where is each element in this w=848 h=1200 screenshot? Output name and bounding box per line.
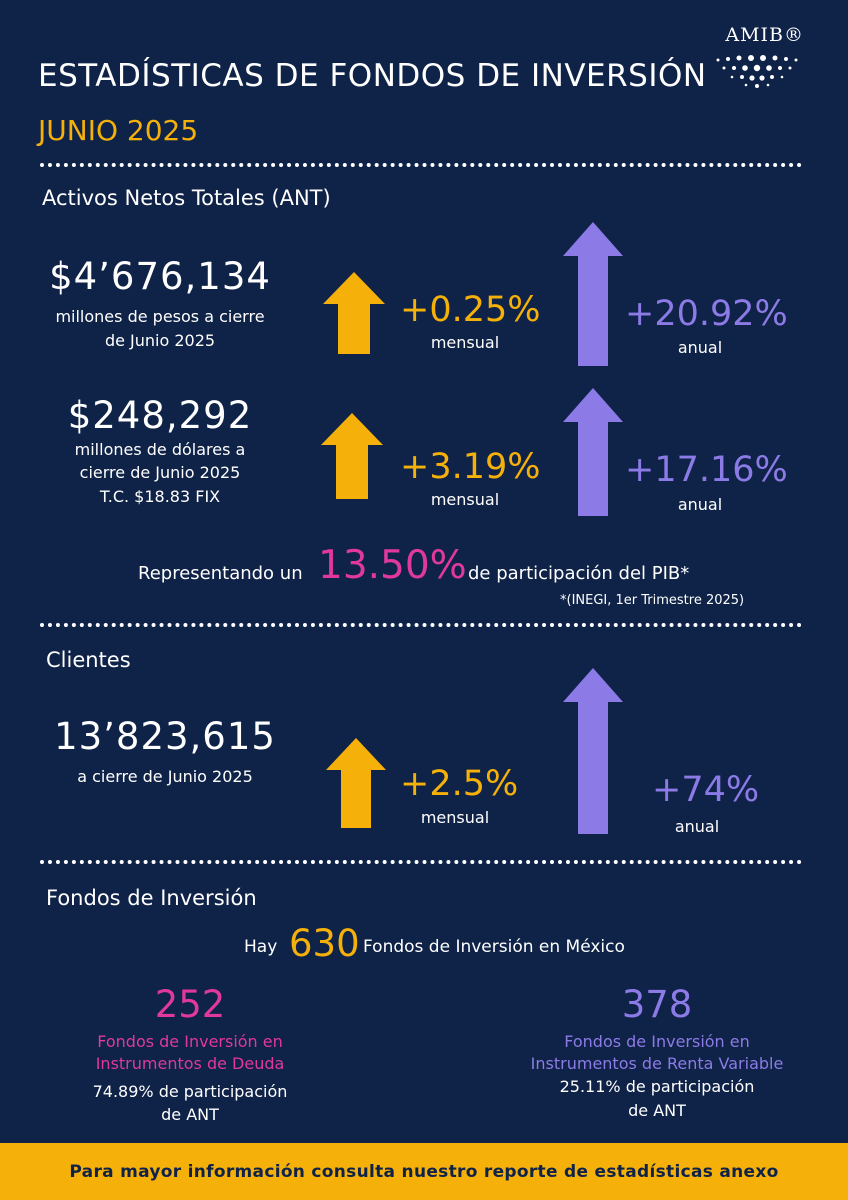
section-title-ant: Activos Netos Totales (ANT) bbox=[42, 186, 331, 210]
clientes-caption: a cierre de Junio 2025 bbox=[77, 767, 253, 786]
fondos-deuda-line-1: Fondos de Inversión en bbox=[97, 1032, 283, 1051]
pib-footnote: *(INEGI, 1er Trimestre 2025) bbox=[560, 593, 745, 608]
fondos-renta-variable-share-1: 25.11% de participación bbox=[559, 1077, 755, 1096]
arrow-up-icon bbox=[326, 738, 386, 828]
clientes-annual-label: anual bbox=[674, 817, 720, 836]
fondos-deuda-line-2: Instrumentos de Deuda bbox=[95, 1054, 285, 1073]
arrow-up-icon bbox=[563, 668, 623, 834]
clientes-monthly-label: mensual bbox=[420, 808, 490, 827]
pib-prefix: Representando un bbox=[138, 563, 303, 584]
pib-value: 13.50% bbox=[318, 543, 467, 588]
fondos-renta-variable-line-2: Instrumentos de Renta Variable bbox=[530, 1054, 784, 1073]
ant-dolares-amount: $248,292 bbox=[67, 394, 253, 437]
page-title: ESTADÍSTICAS DE FONDOS DE INVERSIÓN bbox=[38, 58, 707, 94]
ant-pesos-monthly-label: mensual bbox=[430, 333, 500, 352]
arrow-up-icon bbox=[321, 413, 383, 499]
ant-dolares-exchange-rate: T.C. $18.83 FIX bbox=[99, 487, 221, 506]
clientes-annual-value: +74% bbox=[652, 770, 760, 810]
fondos-deuda-share-2: de ANT bbox=[161, 1105, 219, 1124]
clientes-amount: 13’823,615 bbox=[54, 715, 276, 758]
amib-logo-icon bbox=[716, 55, 798, 88]
fondos-total-prefix: Hay bbox=[244, 937, 278, 957]
fondos-total-suffix: Fondos de Inversión en México bbox=[363, 937, 625, 957]
divider bbox=[40, 623, 802, 627]
amib-logo-text: AMIB® bbox=[725, 24, 804, 46]
ant-dolares-monthly-value: +3.19% bbox=[400, 447, 541, 487]
report-period: JUNIO 2025 bbox=[38, 114, 199, 147]
ant-pesos-annual-value: +20.92% bbox=[625, 294, 788, 334]
ant-dolares-annual-value: +17.16% bbox=[625, 450, 788, 490]
section-title-clientes: Clientes bbox=[46, 648, 131, 672]
fondos-deuda-count: 252 bbox=[154, 983, 226, 1026]
ant-dolares-caption-1: millones de dólares a bbox=[74, 440, 246, 459]
footer-banner: Para mayor información consulta nuestro … bbox=[0, 1143, 848, 1200]
divider bbox=[40, 860, 802, 864]
pib-suffix: de participación del PIB* bbox=[468, 563, 690, 584]
fondos-total-value: 630 bbox=[289, 922, 360, 965]
ant-pesos-amount: $4’676,134 bbox=[49, 255, 271, 298]
ant-dolares-annual-label: anual bbox=[677, 495, 723, 514]
fondos-renta-variable-count: 378 bbox=[621, 983, 693, 1026]
fondos-renta-variable-line-1: Fondos de Inversión en bbox=[564, 1032, 750, 1051]
divider bbox=[40, 163, 802, 167]
ant-dolares-monthly-label: mensual bbox=[430, 490, 500, 509]
ant-pesos-monthly-value: +0.25% bbox=[400, 290, 541, 330]
ant-pesos-annual-label: anual bbox=[677, 338, 723, 357]
clientes-monthly-value: +2.5% bbox=[400, 764, 519, 804]
section-title-fondos: Fondos de Inversión bbox=[46, 886, 257, 910]
arrow-up-icon bbox=[323, 272, 385, 354]
fondos-renta-variable-share-2: de ANT bbox=[628, 1101, 686, 1120]
ant-dolares-caption-2: cierre de Junio 2025 bbox=[79, 463, 241, 482]
fondos-deuda-share-1: 74.89% de participación bbox=[92, 1082, 288, 1101]
arrow-up-icon bbox=[563, 388, 623, 516]
ant-pesos-caption-2: de Junio 2025 bbox=[104, 331, 216, 350]
arrow-up-icon bbox=[563, 222, 623, 366]
ant-pesos-caption-1: millones de pesos a cierre bbox=[55, 307, 265, 326]
